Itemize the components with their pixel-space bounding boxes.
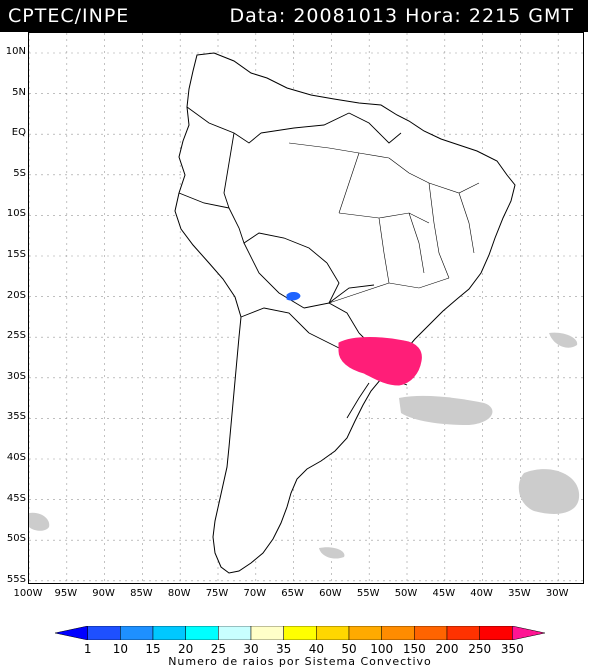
lat-label: 55S xyxy=(6,573,26,585)
legend-tick-label: 40 xyxy=(308,642,324,656)
legend-colorbar xyxy=(55,626,545,640)
legend-color-cell xyxy=(479,626,513,640)
lon-label: 75W xyxy=(205,588,229,599)
legend-tick-label: 250 xyxy=(468,642,492,656)
legend-tick-label: 100 xyxy=(370,642,394,656)
lon-label: 65W xyxy=(281,588,304,599)
datetime-label: Data: 20081013 Hora: 2215 GMT xyxy=(229,5,574,27)
storm-system-high xyxy=(338,337,422,386)
legend-color-cell xyxy=(250,626,284,640)
source-label: CPTEC/INPE xyxy=(8,5,130,27)
legend-tick-label: 25 xyxy=(210,642,226,656)
lon-label: 70W xyxy=(243,588,267,599)
lat-label: 5N xyxy=(12,86,26,98)
legend-color-cell xyxy=(87,626,121,640)
lightning-systems xyxy=(286,292,422,386)
lon-label: 100W xyxy=(13,588,43,599)
legend-color-cell xyxy=(414,626,448,640)
state-borders xyxy=(288,142,480,304)
lon-label: 60W xyxy=(319,588,342,599)
lon-label: 50W xyxy=(394,588,418,599)
map-svg xyxy=(29,33,583,583)
lat-label: 50S xyxy=(6,533,26,545)
lat-label: 25S xyxy=(6,330,26,342)
lon-label: 35W xyxy=(508,588,531,599)
legend-color-cell xyxy=(446,626,480,640)
legend-tick-label: 10 xyxy=(112,642,128,656)
lat-label: 35S xyxy=(6,411,26,423)
lon-label: 95W xyxy=(54,588,78,599)
lat-label: 5S xyxy=(13,167,26,179)
legend-color-cell xyxy=(348,626,382,640)
legend-color-cell xyxy=(152,626,186,640)
storm-system-low xyxy=(286,292,301,301)
continent-outline xyxy=(174,52,516,574)
legend-tick-label: 1 xyxy=(83,642,92,656)
map-header: CPTEC/INPE Data: 20081013 Hora: 2215 GMT xyxy=(0,0,588,32)
legend-color-cell xyxy=(218,626,252,640)
lon-label: 30W xyxy=(545,588,569,599)
legend-color-cell xyxy=(185,626,219,640)
legend-tick-label: 150 xyxy=(402,642,426,656)
legend-tick-label: 20 xyxy=(178,642,194,656)
lat-label: 40S xyxy=(6,452,26,463)
legend-color-cell xyxy=(512,626,545,640)
legend-tick-label: 15 xyxy=(145,642,161,656)
legend-tick-label: 350 xyxy=(500,642,524,656)
lat-label: 15S xyxy=(6,249,26,260)
legend-tick-label: 35 xyxy=(276,642,292,656)
legend-color-cell xyxy=(120,626,154,640)
legend-tick-label: 200 xyxy=(435,642,459,656)
lon-label: 85W xyxy=(130,588,153,599)
lat-label: 10S xyxy=(6,208,26,220)
legend-tick-label: 30 xyxy=(243,642,259,656)
map-canvas[interactable] xyxy=(28,32,584,584)
legend-color-cell xyxy=(316,626,350,640)
lat-label: 10N xyxy=(5,46,26,57)
lon-label: 40W xyxy=(470,588,493,599)
lon-label: 55W xyxy=(356,588,380,599)
lon-label: 90W xyxy=(92,588,115,599)
legend-title: Numero de raios por Sistema Convectivo xyxy=(168,655,432,668)
legend-color-cell xyxy=(283,626,317,640)
lat-label: 20S xyxy=(6,289,26,301)
legend-tick-label: 50 xyxy=(341,642,357,656)
lon-label: 80W xyxy=(167,588,191,599)
lat-label: 30S xyxy=(6,370,26,382)
legend-color-cell xyxy=(55,626,88,640)
lon-label: 45W xyxy=(432,588,456,599)
legend-color-cell xyxy=(381,626,415,640)
lat-label: EQ xyxy=(11,127,26,139)
lat-label: 45S xyxy=(6,492,26,504)
